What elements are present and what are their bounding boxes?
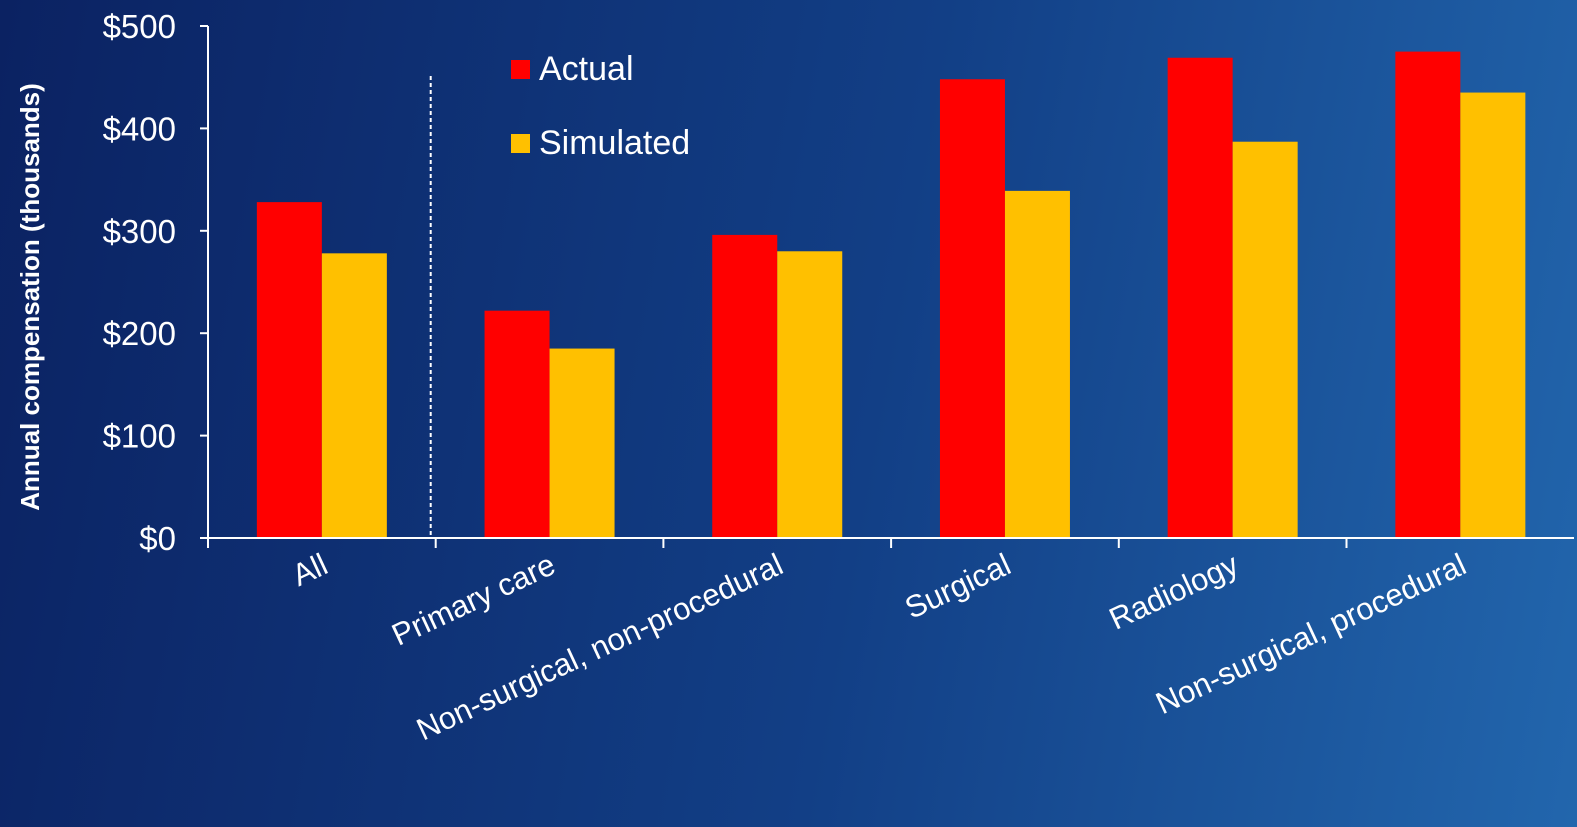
y-tick-label-1: $100 [103, 418, 176, 455]
bar-simulated-0 [321, 253, 387, 538]
y-tick-label-5: $500 [103, 8, 176, 45]
bar-actual-3 [939, 79, 1005, 539]
bars-layer [256, 51, 1526, 539]
y-tick-label-0: $0 [139, 520, 176, 557]
bar-actual-5 [1395, 51, 1461, 538]
bar-actual-0 [256, 202, 322, 539]
bar-actual-1 [484, 310, 550, 538]
x-tick-label-3: Surgical [900, 547, 1016, 626]
x-tick-label-0: All [287, 547, 333, 593]
bar-actual-2 [712, 234, 778, 538]
bar-actual-4 [1167, 57, 1233, 539]
legend-label-actual: Actual [539, 50, 634, 88]
y-tick-label-4: $400 [103, 110, 176, 147]
x-tick-label-2: Non-surgical, non-procedural [411, 547, 788, 748]
x-tick-label-1: Primary care [386, 547, 560, 653]
legend-label-simulated: Simulated [539, 124, 690, 162]
bar-simulated-2 [777, 251, 843, 538]
bar-simulated-3 [1004, 190, 1070, 538]
bar-simulated-5 [1460, 92, 1526, 538]
bar-simulated-1 [549, 348, 615, 538]
bar-simulated-4 [1232, 141, 1298, 538]
y-tick-label-3: $300 [103, 213, 176, 250]
x-tick-label-4: Radiology [1104, 546, 1244, 636]
y-axis-title: Annual compensation (thousands) [15, 83, 45, 511]
y-tick-label-2: $200 [103, 315, 176, 352]
legend: Actual Simulated [511, 50, 690, 162]
legend-swatch-actual [511, 60, 530, 79]
legend-swatch-simulated [511, 134, 530, 153]
